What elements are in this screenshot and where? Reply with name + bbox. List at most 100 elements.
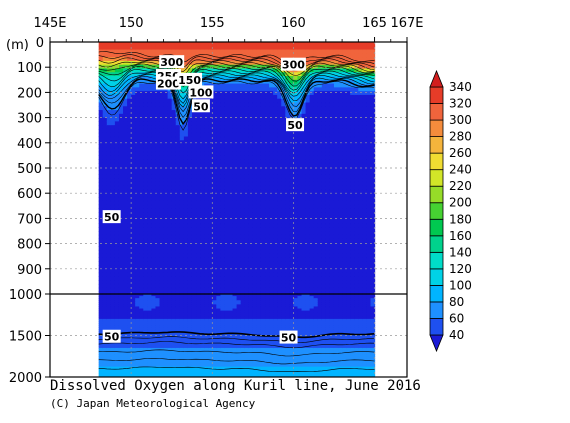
oxygen-cell: [167, 272, 173, 277]
oxygen-cell: [139, 242, 144, 247]
oxygen-cell: [260, 238, 266, 243]
oxygen-cell: [139, 106, 144, 111]
oxygen-cell: [228, 223, 234, 228]
oxygen-cell: [151, 347, 157, 351]
oxygen-cell: [220, 304, 226, 308]
oxygen-cell: [285, 132, 290, 138]
oxygen-cell: [191, 200, 197, 206]
oxygen-cell: [183, 366, 189, 370]
oxygen-cell: [163, 364, 169, 368]
oxygen-cell: [183, 257, 189, 262]
oxygen-cell: [248, 110, 254, 115]
oxygen-cell: [208, 159, 213, 164]
oxygen-cell: [196, 294, 201, 297]
oxygen-cell: [175, 174, 181, 179]
oxygen-cell: [151, 204, 157, 209]
oxygen-cell: [118, 306, 124, 310]
oxygen-cell: [224, 117, 230, 122]
oxygen-cell: [106, 238, 112, 243]
oxygen-cell: [147, 151, 153, 156]
oxygen-cell: [179, 49, 185, 54]
oxygen-cell: [281, 272, 286, 277]
oxygen-cell: [196, 368, 201, 372]
oxygen-cell: [139, 294, 144, 297]
oxygen-cell: [143, 166, 148, 172]
oxygen-cell: [208, 242, 213, 247]
oxygen-cell: [187, 68, 193, 73]
oxygen-cell: [118, 337, 124, 341]
oxygen-cell: [216, 219, 221, 225]
oxygen-cell: [240, 310, 246, 314]
oxygen-cell: [252, 162, 258, 168]
oxygen-cell: [151, 354, 157, 357]
oxygen-cell: [191, 196, 197, 202]
oxygen-cell: [260, 296, 266, 299]
oxygen-cell: [220, 231, 226, 236]
oxygen-cell: [118, 178, 124, 183]
oxygen-cell: [114, 102, 120, 107]
oxygen-cell: [167, 162, 173, 168]
oxygen-cell: [123, 159, 128, 164]
oxygen-cell: [285, 181, 290, 187]
oxygen-cell: [155, 280, 161, 285]
oxygen-cell: [273, 280, 278, 285]
oxygen-cell: [147, 91, 153, 96]
oxygen-cell: [151, 98, 157, 104]
oxygen-cell: [118, 76, 124, 81]
oxygen-cell: [127, 208, 132, 213]
oxygen-cell: [277, 102, 282, 107]
oxygen-cell: [159, 272, 165, 277]
oxygen-cell: [273, 136, 278, 141]
oxygen-cell: [171, 300, 177, 303]
oxygen-cell: [151, 140, 157, 145]
oxygen-cell: [167, 291, 173, 295]
oxygen-cell: [106, 294, 112, 297]
oxygen-cell: [285, 170, 290, 175]
oxygen-cell: [155, 196, 161, 202]
oxygen-cell: [171, 113, 177, 119]
oxygen-cell: [139, 113, 144, 119]
oxygen-cell: [220, 302, 226, 305]
oxygen-cell: [212, 49, 217, 54]
oxygen-cell: [236, 140, 242, 145]
oxygen-cell: [244, 151, 250, 156]
oxygen-cell: [281, 316, 286, 320]
oxygen-cell: [143, 87, 148, 92]
oxygen-cell: [248, 364, 254, 368]
oxygen-cell: [260, 312, 266, 316]
oxygen-cell: [212, 372, 217, 376]
oxygen-cell: [127, 249, 132, 255]
oxygen-cell: [236, 257, 242, 262]
oxygen-cell: [252, 242, 258, 247]
oxygen-cell: [163, 249, 169, 255]
oxygen-cell: [273, 242, 278, 247]
oxygen-cell: [244, 347, 250, 351]
oxygen-cell: [265, 318, 270, 322]
oxygen-cell: [240, 166, 246, 172]
oxygen-cell: [256, 323, 262, 326]
oxygen-cell: [183, 253, 189, 259]
oxygen-cell: [228, 196, 234, 202]
oxygen-cell: [183, 362, 189, 366]
oxygen-cell: [248, 231, 254, 236]
oxygen-cell: [224, 370, 230, 374]
oxygen-cell: [155, 312, 161, 316]
oxygen-cell: [220, 151, 226, 156]
oxygen-cell: [232, 174, 238, 179]
oxygen-cell: [252, 283, 258, 289]
oxygen-cell: [285, 94, 290, 100]
oxygen-cell: [131, 310, 136, 314]
oxygen-cell: [171, 272, 177, 277]
oxygen-cell: [281, 318, 286, 322]
oxygen-cell: [102, 370, 108, 374]
oxygen-cell: [151, 327, 157, 330]
oxygen-cell: [265, 49, 270, 54]
oxygen-cell: [118, 347, 124, 351]
oxygen-cell: [155, 366, 161, 370]
oxygen-cell: [200, 140, 205, 145]
oxygen-cell: [159, 249, 165, 255]
oxygen-cell: [110, 294, 116, 297]
oxygen-cell: [102, 249, 108, 255]
oxygen-cell: [118, 329, 124, 332]
oxygen-cell: [260, 45, 266, 51]
